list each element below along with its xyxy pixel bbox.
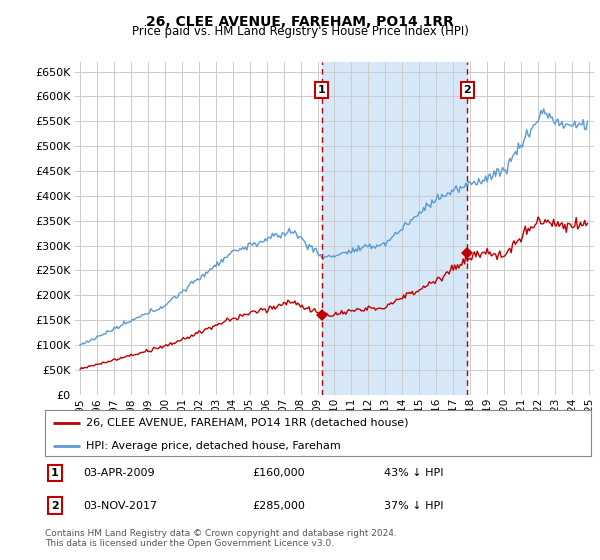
Text: 26, CLEE AVENUE, FAREHAM, PO14 1RR (detached house): 26, CLEE AVENUE, FAREHAM, PO14 1RR (deta… xyxy=(86,418,409,428)
Text: 1: 1 xyxy=(51,468,59,478)
Text: Price paid vs. HM Land Registry's House Price Index (HPI): Price paid vs. HM Land Registry's House … xyxy=(131,25,469,38)
Text: 2: 2 xyxy=(51,501,59,511)
Bar xyxy=(322,62,467,395)
Text: 03-APR-2009: 03-APR-2009 xyxy=(83,468,155,478)
Text: 26, CLEE AVENUE, FAREHAM, PO14 1RR: 26, CLEE AVENUE, FAREHAM, PO14 1RR xyxy=(146,15,454,29)
Text: 2: 2 xyxy=(463,85,471,95)
Text: 43% ↓ HPI: 43% ↓ HPI xyxy=(383,468,443,478)
Text: 1: 1 xyxy=(318,85,326,95)
Text: £160,000: £160,000 xyxy=(253,468,305,478)
Text: 03-NOV-2017: 03-NOV-2017 xyxy=(83,501,157,511)
Text: 37% ↓ HPI: 37% ↓ HPI xyxy=(383,501,443,511)
Text: £285,000: £285,000 xyxy=(253,501,305,511)
Text: HPI: Average price, detached house, Fareham: HPI: Average price, detached house, Fare… xyxy=(86,441,341,451)
Text: Contains HM Land Registry data © Crown copyright and database right 2024.
This d: Contains HM Land Registry data © Crown c… xyxy=(45,529,397,548)
